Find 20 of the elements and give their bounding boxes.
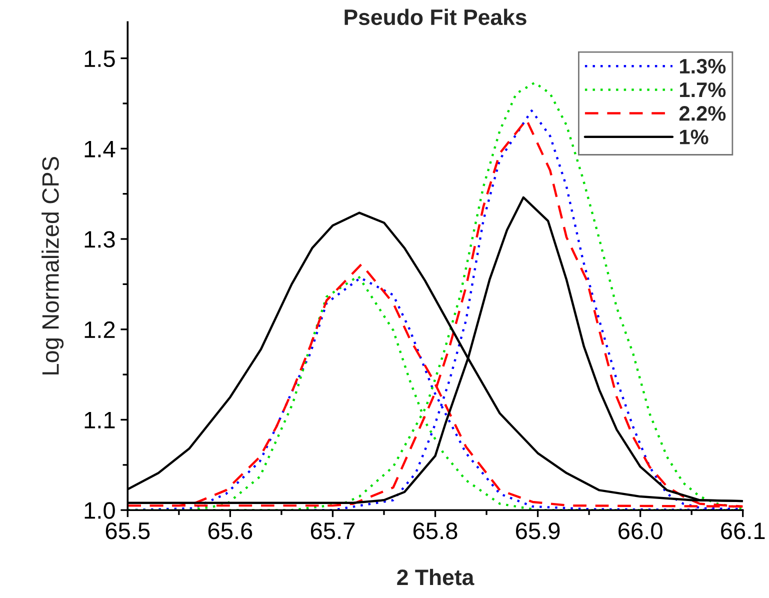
x-tick-label: 66.1 bbox=[721, 522, 765, 540]
x-axis-title: 2 Theta bbox=[397, 568, 474, 586]
x-tick-label: 65.5 bbox=[106, 522, 150, 540]
y-tick-label: 1.1 bbox=[84, 412, 115, 428]
y-tick-label: 1.5 bbox=[84, 50, 115, 68]
y-tick-label: 1.0 bbox=[84, 502, 115, 519]
legend-label: 2.2% bbox=[679, 106, 726, 121]
legend-label: 1.7% bbox=[680, 82, 726, 98]
x-tick-label: 65.8 bbox=[413, 522, 458, 540]
x-tick-label: 65.9 bbox=[516, 522, 560, 540]
chart-title: Pseudo Fit Peaks bbox=[344, 8, 526, 26]
y-tick-label: 1.4 bbox=[84, 140, 116, 158]
x-tick-label: 66.0 bbox=[618, 522, 662, 540]
y-tick-label: 1.3 bbox=[84, 231, 115, 248]
y-tick-label: 1.2 bbox=[84, 321, 115, 338]
x-tick-label: 65.7 bbox=[310, 522, 355, 540]
y-axis-title: Log Normalized CPS bbox=[42, 156, 64, 374]
legend-label: 1.3% bbox=[680, 58, 726, 74]
legend-label: 1% bbox=[680, 130, 708, 144]
x-tick-label: 65.6 bbox=[208, 522, 252, 540]
